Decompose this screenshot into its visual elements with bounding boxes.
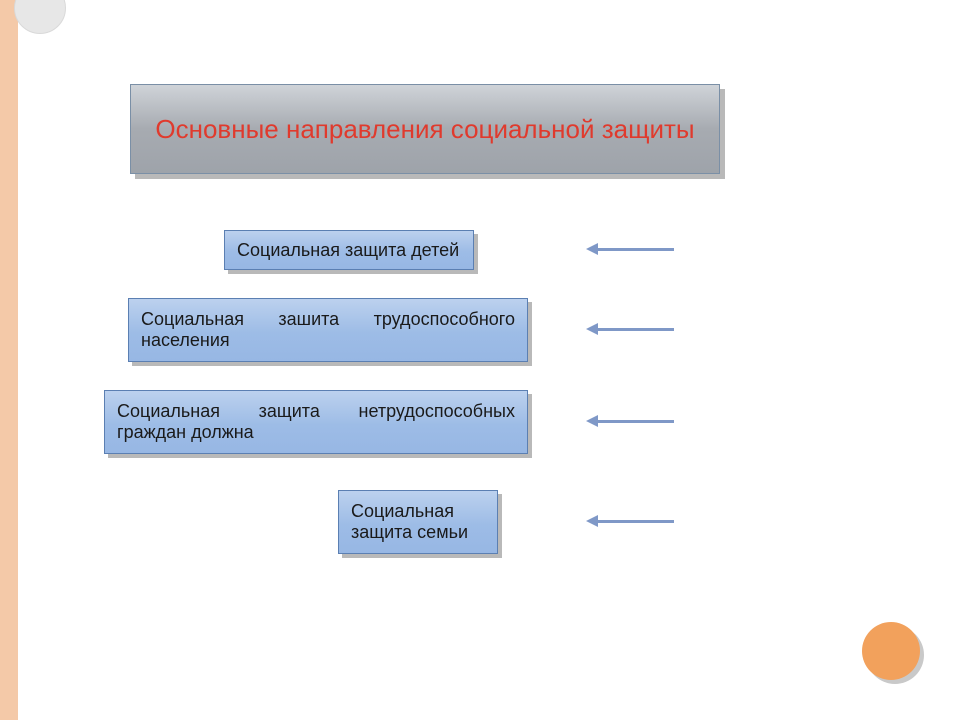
title-box: Основные направления социальной защиты bbox=[130, 84, 720, 174]
item-text-3: Социальная защита семьи bbox=[351, 501, 485, 543]
arrow-0 bbox=[596, 248, 674, 251]
item-text-0: Социальная защита детей bbox=[237, 240, 461, 261]
left-accent-bar bbox=[0, 0, 18, 720]
title-text: Основные направления социальной защиты bbox=[155, 113, 694, 146]
arrow-3 bbox=[596, 520, 674, 523]
item-box-1: Социальная зашита трудоспособного населе… bbox=[128, 298, 528, 362]
arrow-2 bbox=[596, 420, 674, 423]
item-box-3: Социальная защита семьи bbox=[338, 490, 498, 554]
item-text-2: Социальная защита нетрудоспособных гражд… bbox=[117, 401, 515, 443]
item-text-1: Социальная зашита трудоспособного населе… bbox=[141, 309, 515, 351]
item-box-2: Социальная защита нетрудоспособных гражд… bbox=[104, 390, 528, 454]
corner-accent-circle bbox=[14, 0, 66, 34]
item-box-0: Социальная защита детей bbox=[224, 230, 474, 270]
bottom-circle bbox=[862, 622, 920, 680]
arrow-1 bbox=[596, 328, 674, 331]
